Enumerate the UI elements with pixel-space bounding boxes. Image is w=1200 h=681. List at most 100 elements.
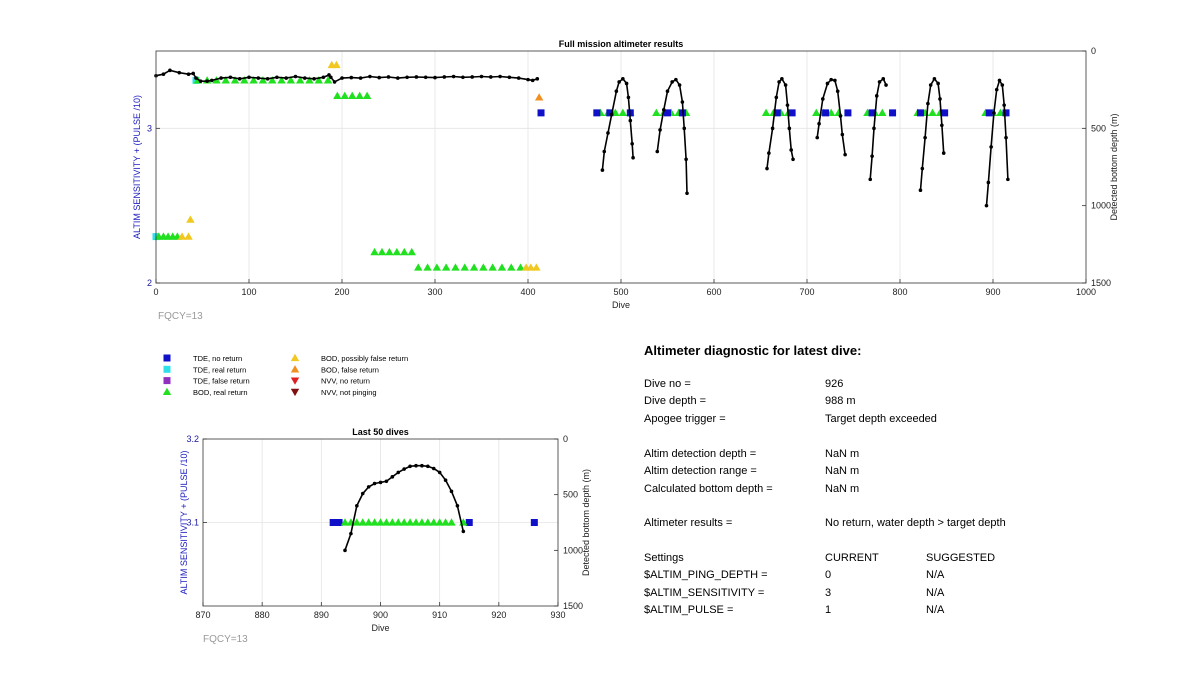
data-point — [411, 518, 421, 526]
diag-label: Dive depth = — [644, 395, 707, 407]
legend-marker — [163, 365, 171, 373]
depth-point — [455, 504, 460, 508]
data-point — [333, 91, 342, 100]
x-axis-label: Dive — [612, 300, 630, 310]
depth-point — [228, 75, 233, 80]
depth-point — [941, 151, 946, 155]
chart-last50: 870 880 890 900 910 920 930 3.1 3.2 0 500 1000 1500 L… — [179, 427, 591, 645]
diag-value: Target depth exceeded — [825, 413, 937, 425]
data-point — [447, 518, 456, 526]
data-point — [249, 76, 258, 84]
data-point — [488, 263, 497, 271]
legend: TDE, no return TDE, real return TDE, false… — [162, 353, 408, 397]
depth-point — [431, 466, 436, 471]
data-point — [332, 60, 341, 69]
data-point — [460, 263, 469, 271]
depth-point — [614, 89, 619, 94]
data-point — [364, 518, 373, 526]
x-tick-label: 930 — [550, 610, 565, 620]
data-point — [414, 263, 423, 271]
depth-point — [1000, 83, 1005, 87]
y2-tick-label: 0 — [563, 434, 568, 444]
data-point — [429, 518, 438, 526]
data-point — [329, 519, 337, 526]
diag-value: 988 m — [825, 395, 856, 407]
depth-point — [780, 77, 784, 81]
depth-point — [1004, 135, 1008, 140]
depth-point — [247, 75, 251, 80]
depth-point — [631, 155, 635, 160]
data-point — [530, 519, 538, 526]
depth-point — [872, 126, 876, 131]
depth-point — [767, 151, 771, 155]
diag-value: 3 — [825, 587, 832, 599]
x-tick-label: 1000 — [1076, 287, 1096, 297]
depth-point — [358, 76, 363, 80]
depth-point — [838, 114, 843, 118]
depth-point — [408, 464, 412, 469]
x-tick-label: 400 — [520, 287, 535, 297]
depth-point — [626, 95, 631, 100]
depth-point — [256, 76, 261, 80]
data-point — [362, 91, 372, 100]
data-point — [286, 76, 296, 84]
depth-point — [685, 191, 689, 196]
data-point — [394, 518, 403, 526]
depth-point — [684, 157, 688, 162]
data-point — [340, 91, 349, 100]
depth-point — [600, 168, 605, 172]
depth-point — [205, 79, 209, 83]
depth-point — [881, 77, 886, 81]
fqcy-note: FQCY=13 — [203, 634, 248, 645]
depth-point — [414, 75, 419, 79]
depth-point — [936, 81, 940, 86]
diag-suggested: N/A — [926, 569, 945, 581]
depth-line — [601, 77, 634, 171]
depth-point — [405, 75, 409, 80]
data-point — [388, 518, 397, 526]
depth-point — [928, 83, 933, 87]
depth-point — [877, 80, 882, 84]
depth-point — [787, 126, 792, 131]
depth-point — [442, 75, 447, 79]
marker-series — [534, 93, 544, 101]
data-point — [822, 109, 830, 117]
depth-point — [815, 135, 820, 140]
x-axis-label: Dive — [371, 623, 389, 633]
data-point — [358, 518, 367, 526]
x-tick-label: 890 — [314, 610, 329, 620]
depth-point — [378, 480, 383, 485]
diag-value: No return, water depth > target depth — [825, 517, 1006, 529]
data-point — [878, 108, 887, 117]
data-point — [526, 263, 535, 271]
depth-point — [923, 135, 927, 140]
depth-point — [340, 76, 344, 80]
depth-point — [489, 75, 493, 79]
depth-point — [874, 94, 879, 98]
depth-point — [168, 68, 172, 73]
data-point — [370, 247, 379, 256]
depth-point — [840, 132, 845, 137]
y-axis-label: ALTIM SENSITIVITY + (PULSE /10) — [132, 95, 142, 239]
diag-suggested: N/A — [926, 604, 945, 616]
depth-point — [161, 72, 166, 76]
diag-label: $ALTIM_PING_DEPTH = — [644, 569, 768, 581]
legend-marker — [163, 354, 171, 362]
depth-line — [919, 77, 945, 191]
depth-point — [984, 203, 989, 208]
depth-point — [992, 111, 996, 115]
y2-tick-label: 1500 — [563, 601, 583, 611]
depth-point — [284, 76, 289, 80]
y2-tick-label: 1000 — [1091, 201, 1111, 211]
depth-point — [609, 112, 614, 117]
data-point — [844, 109, 852, 117]
depth-point — [343, 548, 347, 553]
data-point — [314, 76, 323, 84]
depth-point — [433, 75, 437, 80]
y-tick-label: 2 — [147, 278, 152, 288]
data-point — [376, 518, 385, 526]
depth-point — [661, 107, 666, 112]
y-tick-label: 3 — [147, 123, 152, 133]
depth-point — [349, 531, 353, 536]
data-point — [889, 109, 897, 117]
